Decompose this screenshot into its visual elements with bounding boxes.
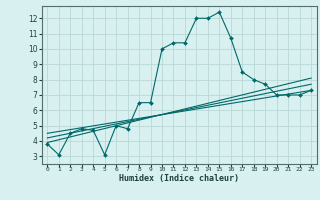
- X-axis label: Humidex (Indice chaleur): Humidex (Indice chaleur): [119, 174, 239, 183]
